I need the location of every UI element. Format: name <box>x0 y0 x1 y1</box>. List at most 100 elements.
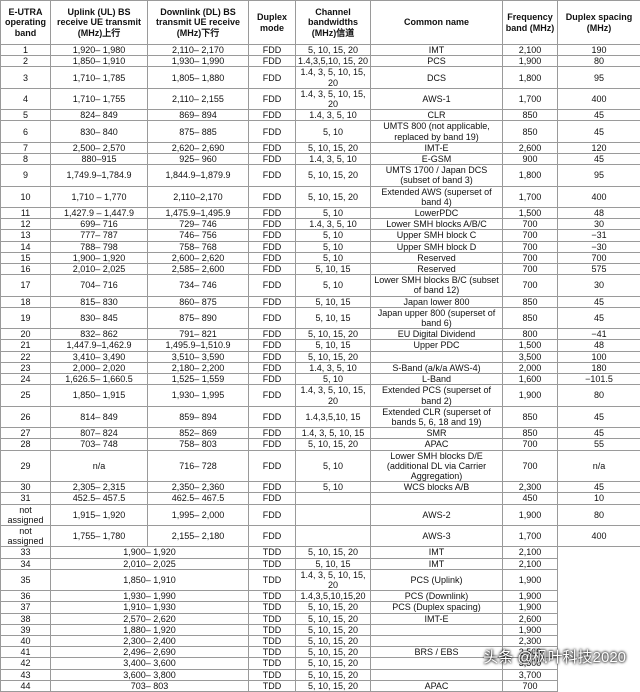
freq-cell: 850 <box>503 307 558 328</box>
band-cell: 20 <box>1 329 51 340</box>
uplink-cell: 832– 862 <box>51 329 148 340</box>
range-cell: 1,850– 1,910 <box>51 569 249 590</box>
freq-cell: 1,600 <box>503 374 558 385</box>
name-cell: UMTS 1700 / Japan DCS (subset of band 3) <box>371 165 503 186</box>
uplink-cell: 788– 798 <box>51 241 148 252</box>
band-cell: 18 <box>1 296 51 307</box>
freq-cell: 1,900 <box>503 602 558 613</box>
freq-cell: 850 <box>503 110 558 121</box>
band-cell: 41 <box>1 647 51 658</box>
uplink-cell: 1,427.9 – 1,447.9 <box>51 208 148 219</box>
freq-cell: 1,500 <box>503 340 558 351</box>
downlink-cell: 2,600– 2,620 <box>148 252 249 263</box>
duplex-cell: FDD <box>249 439 296 450</box>
duplex-cell: FDD <box>249 329 296 340</box>
duplex-cell: FDD <box>249 482 296 493</box>
freq-cell: 1,900 <box>503 569 558 590</box>
bandwidths-cell: 1.4, 3, 5, 10, 15, 20 <box>296 67 371 88</box>
bandwidths-cell: 1.4, 3, 5, 10 <box>296 110 371 121</box>
downlink-cell: 729– 746 <box>148 219 249 230</box>
downlink-cell: 758– 803 <box>148 439 249 450</box>
name-cell: Lower SMH blocks D/E (additional DL via … <box>371 450 503 482</box>
duplex-cell: FDD <box>249 362 296 373</box>
duplex-cell: TDD <box>249 635 296 646</box>
band-cell: 26 <box>1 406 51 427</box>
name-cell: Extended CLR (superset of bands 5, 6, 18… <box>371 406 503 427</box>
name-cell <box>371 351 503 362</box>
uplink-cell: 2,305– 2,315 <box>51 482 148 493</box>
duplex-cell: FDD <box>249 428 296 439</box>
bandwidths-cell: 1.4,3,5,10, 15 <box>296 406 371 427</box>
bandwidths-cell: 5, 10, 15, 20 <box>296 658 371 669</box>
freq-cell: 700 <box>503 241 558 252</box>
freq-cell: 700 <box>503 439 558 450</box>
downlink-cell: 791– 821 <box>148 329 249 340</box>
uplink-cell: 1,447.9–1,462.9 <box>51 340 148 351</box>
spacing-cell: 45 <box>558 406 640 427</box>
freq-cell: 450 <box>503 493 558 504</box>
freq-cell: 3,500 <box>503 351 558 362</box>
freq-cell: 700 <box>503 219 558 230</box>
uplink-cell: n/a <box>51 450 148 482</box>
downlink-cell: 2,110– 2,155 <box>148 88 249 109</box>
duplex-cell: FDD <box>249 385 296 406</box>
duplex-cell: FDD <box>249 110 296 121</box>
bandwidths-cell: 5, 10 <box>296 208 371 219</box>
header-cell: Duplex mode <box>249 1 296 45</box>
bandwidths-cell: 5, 10 <box>296 230 371 241</box>
duplex-cell: FDD <box>249 230 296 241</box>
spacing-cell: 95 <box>558 165 640 186</box>
duplex-cell: FDD <box>249 142 296 153</box>
freq-cell: 1,900 <box>503 624 558 635</box>
duplex-cell: FDD <box>249 493 296 504</box>
bandwidths-cell: 5, 10 <box>296 482 371 493</box>
name-cell <box>371 493 503 504</box>
name-cell: Lower SMH blocks A/B/C <box>371 219 503 230</box>
band-cell: 37 <box>1 602 51 613</box>
band-cell: 21 <box>1 340 51 351</box>
uplink-cell: 807– 824 <box>51 428 148 439</box>
bandwidths-cell: 1.4, 3, 5, 10, 15, 20 <box>296 569 371 590</box>
name-cell: IMT <box>371 45 503 56</box>
bandwidths-cell: 5, 10, 15, 20 <box>296 547 371 558</box>
empty-cell <box>558 680 640 691</box>
band-cell: 9 <box>1 165 51 186</box>
downlink-cell: 746– 756 <box>148 230 249 241</box>
empty-cell <box>558 569 640 590</box>
bandwidths-cell: 1.4, 3, 5, 10, 15, 20 <box>296 88 371 109</box>
bandwidths-cell: 1.4, 3, 5, 10 <box>296 362 371 373</box>
spacing-cell: 575 <box>558 264 640 275</box>
header-cell: Uplink (UL) BS receive UE transmit (MHz)… <box>51 1 148 45</box>
uplink-cell: 452.5– 457.5 <box>51 493 148 504</box>
spacing-cell: 80 <box>558 504 640 525</box>
empty-cell <box>558 635 640 646</box>
bandwidths-cell: 5, 10, 15, 20 <box>296 142 371 153</box>
downlink-cell: 3,510– 3,590 <box>148 351 249 362</box>
header-cell: Frequency band (MHz) <box>503 1 558 45</box>
name-cell: SMR <box>371 428 503 439</box>
uplink-cell: 880–915 <box>51 154 148 165</box>
spacing-cell: 400 <box>558 88 640 109</box>
duplex-cell: FDD <box>249 219 296 230</box>
downlink-cell: 859– 894 <box>148 406 249 427</box>
name-cell: PCS <box>371 56 503 67</box>
header-cell: Channel bandwidths (MHz)信道 <box>296 1 371 45</box>
bandwidths-cell: 5, 10, 15, 20 <box>296 329 371 340</box>
uplink-cell: 830– 840 <box>51 121 148 142</box>
bandwidths-cell: 5, 10 <box>296 121 371 142</box>
band-cell: 29 <box>1 450 51 482</box>
freq-cell: 850 <box>503 121 558 142</box>
freq-cell: 1,800 <box>503 67 558 88</box>
spacing-cell: n/a <box>558 450 640 482</box>
bandwidths-cell: 5, 10 <box>296 374 371 385</box>
downlink-cell: 852– 869 <box>148 428 249 439</box>
downlink-cell: 1,930– 1,995 <box>148 385 249 406</box>
